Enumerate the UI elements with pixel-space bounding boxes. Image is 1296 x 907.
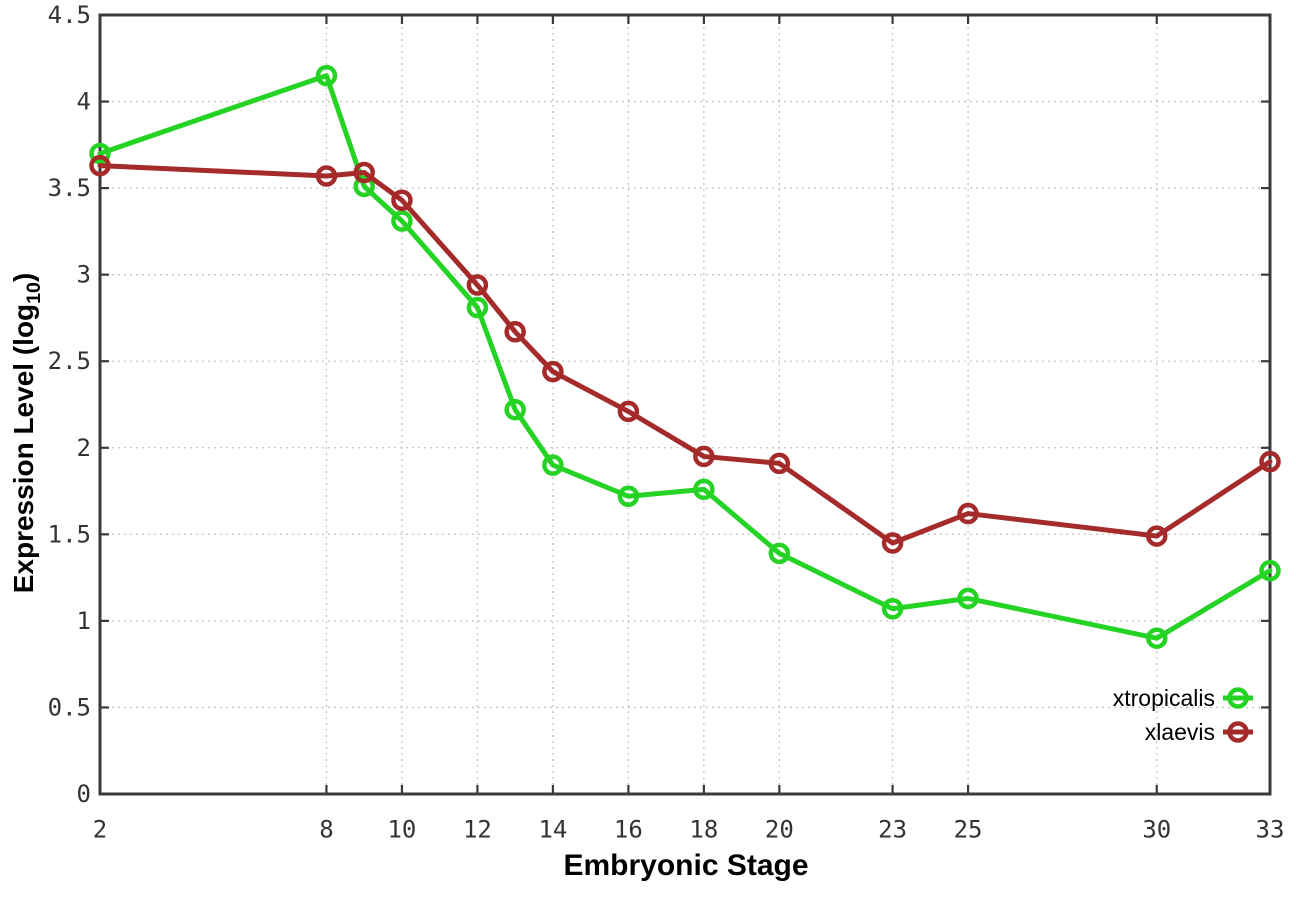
data-point-xlaevis-stage-16 bbox=[617, 400, 640, 423]
x-axis-title: Embryonic Stage bbox=[563, 849, 809, 882]
x-tick-label-25: 25 bbox=[954, 816, 983, 844]
y-axis-title: Expression Level (log10) bbox=[8, 273, 46, 594]
data-point-xtropicalis-stage-10 bbox=[391, 210, 413, 232]
y-axis-title-subscript: 10 bbox=[22, 282, 45, 304]
data-point-xlaevis-stage-23 bbox=[881, 532, 904, 554]
plot-border bbox=[98, 13, 1272, 796]
data-point-xlaevis-stage-9 bbox=[353, 161, 375, 184]
series-line-xlaevis bbox=[97, 163, 1273, 546]
y-tick-label-3.5: 3.5 bbox=[48, 174, 91, 202]
y-tick-label-4: 4 bbox=[77, 88, 91, 116]
data-point-xtropicalis-stage-18 bbox=[693, 478, 715, 501]
data-point-xlaevis-stage-33 bbox=[1259, 450, 1281, 473]
legend-item-xtropicalis: xtropicalis bbox=[1113, 681, 1253, 715]
data-point-xtropicalis-stage-14 bbox=[542, 454, 564, 476]
x-tick-label-10: 10 bbox=[387, 816, 416, 844]
series-line-xtropicalis bbox=[97, 73, 1273, 641]
x-tick-label-23: 23 bbox=[878, 816, 907, 844]
data-point-xtropicalis-stage-25 bbox=[957, 587, 979, 610]
data-point-xtropicalis-stage-8 bbox=[315, 64, 338, 87]
legend-item-xlaevis: xlaevis bbox=[1145, 715, 1253, 749]
data-point-xtropicalis-stage-2 bbox=[89, 142, 111, 165]
data-point-xtropicalis-stage-13 bbox=[504, 398, 526, 421]
data-point-xlaevis-stage-30 bbox=[1146, 525, 1168, 547]
x-tick-label-12: 12 bbox=[463, 816, 492, 844]
x-tick-label-8: 8 bbox=[319, 816, 333, 844]
y-tick-label-2.5: 2.5 bbox=[48, 347, 91, 375]
y-tick-label-3: 3 bbox=[77, 261, 91, 289]
data-point-xlaevis-stage-25 bbox=[957, 502, 979, 525]
y-tick-label-1: 1 bbox=[77, 607, 91, 635]
legend: xtropicalis xlaevis bbox=[1113, 681, 1253, 749]
data-point-xtropicalis-stage-33 bbox=[1259, 559, 1281, 582]
x-tick-label-18: 18 bbox=[689, 816, 718, 844]
y-tick-label-2: 2 bbox=[77, 434, 91, 462]
x-tick-label-2: 2 bbox=[93, 816, 107, 844]
data-point-xlaevis-stage-10 bbox=[391, 189, 413, 211]
data-point-xlaevis-stage-13 bbox=[504, 321, 526, 343]
y-tick-label-0: 0 bbox=[77, 780, 91, 808]
data-point-xtropicalis-stage-23 bbox=[881, 598, 904, 620]
data-point-xtropicalis-stage-12 bbox=[466, 296, 489, 319]
data-point-xlaevis-stage-14 bbox=[542, 360, 564, 383]
data-point-xtropicalis-stage-16 bbox=[617, 485, 640, 507]
legend-marker-xtropicalis-icon bbox=[1223, 687, 1253, 709]
data-point-xlaevis-stage-18 bbox=[693, 445, 715, 468]
x-tick-label-16: 16 bbox=[614, 816, 643, 844]
data-point-xtropicalis-stage-30 bbox=[1146, 627, 1168, 649]
legend-label-xlaevis: xlaevis bbox=[1144, 719, 1215, 745]
data-point-xlaevis-stage-12 bbox=[466, 274, 489, 296]
data-point-xlaevis-stage-2 bbox=[89, 154, 111, 177]
y-axis-title-end: ) bbox=[8, 272, 40, 283]
data-point-xtropicalis-stage-9 bbox=[353, 175, 375, 198]
x-tick-label-33: 33 bbox=[1256, 816, 1285, 844]
x-tick-label-20: 20 bbox=[765, 816, 794, 844]
y-tick-label-0.5: 0.5 bbox=[48, 693, 91, 721]
y-tick-label-4.5: 4.5 bbox=[48, 1, 91, 29]
y-tick-label-1.5: 1.5 bbox=[48, 520, 91, 548]
legend-marker-xlaevis-icon bbox=[1223, 721, 1253, 743]
data-point-xtropicalis-stage-20 bbox=[768, 542, 791, 565]
data-point-xlaevis-stage-20 bbox=[768, 452, 791, 475]
x-tick-label-14: 14 bbox=[538, 816, 567, 844]
x-tick-label-30: 30 bbox=[1142, 816, 1171, 844]
y-axis-title-main: Expression Level (log bbox=[8, 303, 40, 594]
legend-label-xtropicalis: xtropicalis bbox=[1112, 685, 1215, 711]
data-point-xlaevis-stage-8 bbox=[315, 165, 338, 187]
